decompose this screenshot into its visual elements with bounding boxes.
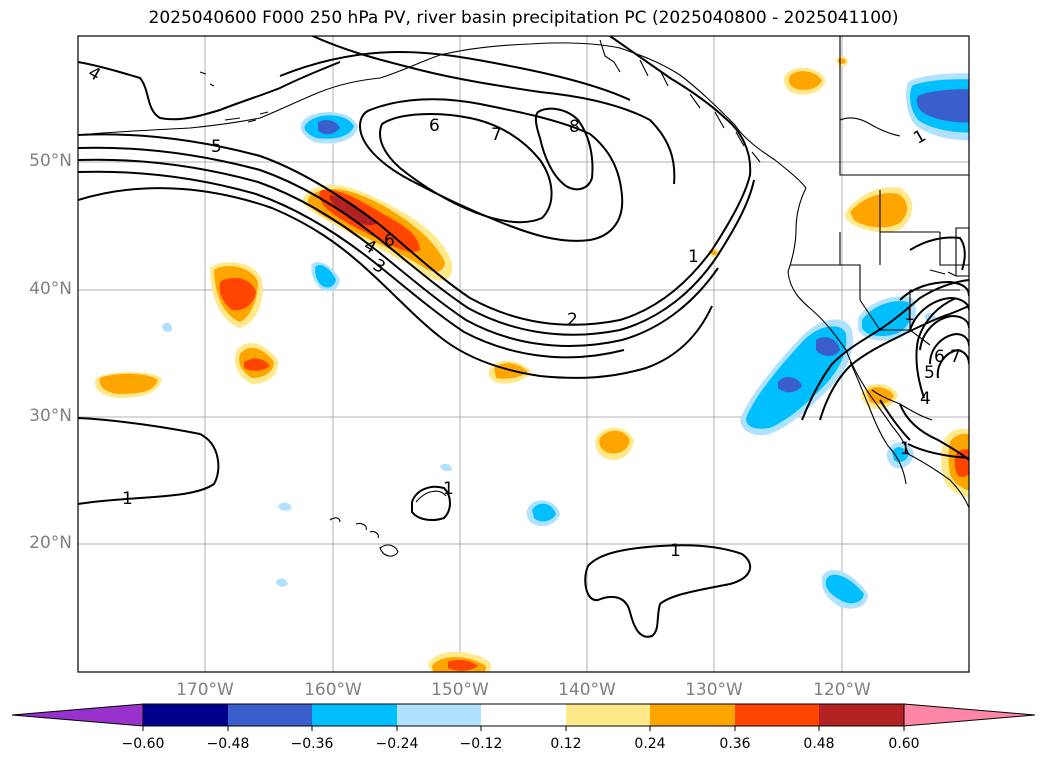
pv-contour-7 (358, 98, 624, 242)
pv-contour-6 (379, 113, 553, 224)
contour-label: 4 (920, 389, 931, 409)
colorbar-bin (819, 704, 904, 726)
colorbar-tick-label: 0.60 (888, 736, 920, 752)
colorbar-bin (397, 704, 481, 726)
colorbar-bin (481, 704, 566, 726)
colorbar-extend-low (11, 703, 144, 727)
pv-contour-5 (78, 36, 752, 326)
colorbar-tick-label: −0.12 (459, 736, 503, 752)
lon-label-130w: 130°W (685, 680, 743, 700)
precip-negative-areas (162, 73, 969, 609)
contour-label: 1 (900, 439, 911, 459)
contour-label: 2 (567, 310, 578, 330)
colorbar-tick-label: −0.48 (206, 736, 250, 752)
pv-contour-4 (78, 61, 341, 121)
colorbar-tick-label: −0.36 (290, 736, 334, 752)
colorbar (11, 703, 1036, 731)
colorbar-bin (228, 704, 312, 726)
contour-label: 6 (384, 231, 395, 251)
colorbar-bin (735, 704, 819, 726)
map-frame (77, 35, 970, 673)
contour-label: 1 (688, 247, 699, 267)
contour-label: 6 (429, 116, 440, 136)
coastlines (78, 36, 969, 557)
colorbar-tick-label: −0.60 (121, 736, 165, 752)
lon-label-160w: 160°W (304, 680, 362, 700)
contour-label: 6 (934, 347, 945, 367)
contour-label: 5 (924, 363, 935, 383)
contour-label: 4 (84, 63, 103, 86)
lon-label-140w: 140°W (558, 680, 616, 700)
lat-label-50n: 50°N (29, 151, 72, 171)
contour-label: 7 (950, 347, 961, 367)
contour-label: 1 (443, 479, 454, 499)
lat-label-20n: 20°N (29, 533, 72, 553)
contour-labels: 4 5 6 7 8 6 4 3 2 1 1 1 1 1 1 6 5 7 4 1 (84, 63, 960, 561)
contour-label: 1 (122, 489, 133, 509)
colorbar-tick-label: 0.48 (803, 736, 835, 752)
colorbar-tick-label: −0.24 (375, 736, 419, 752)
colorbar-bin (566, 704, 650, 726)
colorbar-tick-label: 0.12 (550, 736, 582, 752)
pv-contour-8 (534, 107, 594, 191)
lat-label-40n: 40°N (29, 279, 72, 299)
lon-label-150w: 150°W (431, 680, 489, 700)
colorbar-tick-label: 0.36 (719, 736, 751, 752)
lon-label-170w: 170°W (176, 680, 234, 700)
contour-label: 1 (904, 305, 915, 325)
lon-label-120w: 120°W (813, 680, 871, 700)
contour-label: 1 (670, 541, 681, 561)
map-title: 2025040600 F000 250 hPa PV, river basin … (148, 8, 899, 28)
contour-label: 5 (211, 137, 222, 157)
pv-contour-1-east (801, 279, 969, 421)
colorbar-bin (143, 704, 228, 726)
colorbar-bin (312, 704, 397, 726)
colorbar-tick-label: 0.24 (634, 736, 666, 752)
contour-label: 7 (491, 125, 502, 145)
colorbar-bin (650, 704, 735, 726)
pv-contour-1-west (78, 417, 220, 505)
pv-contour-1-south (584, 544, 752, 638)
pv-contour-1-mid (411, 485, 451, 521)
pv-contours (78, 36, 969, 638)
colorbar-extend-high (903, 703, 1036, 727)
lat-label-30n: 30°N (29, 406, 72, 426)
contour-label: 8 (569, 117, 580, 137)
